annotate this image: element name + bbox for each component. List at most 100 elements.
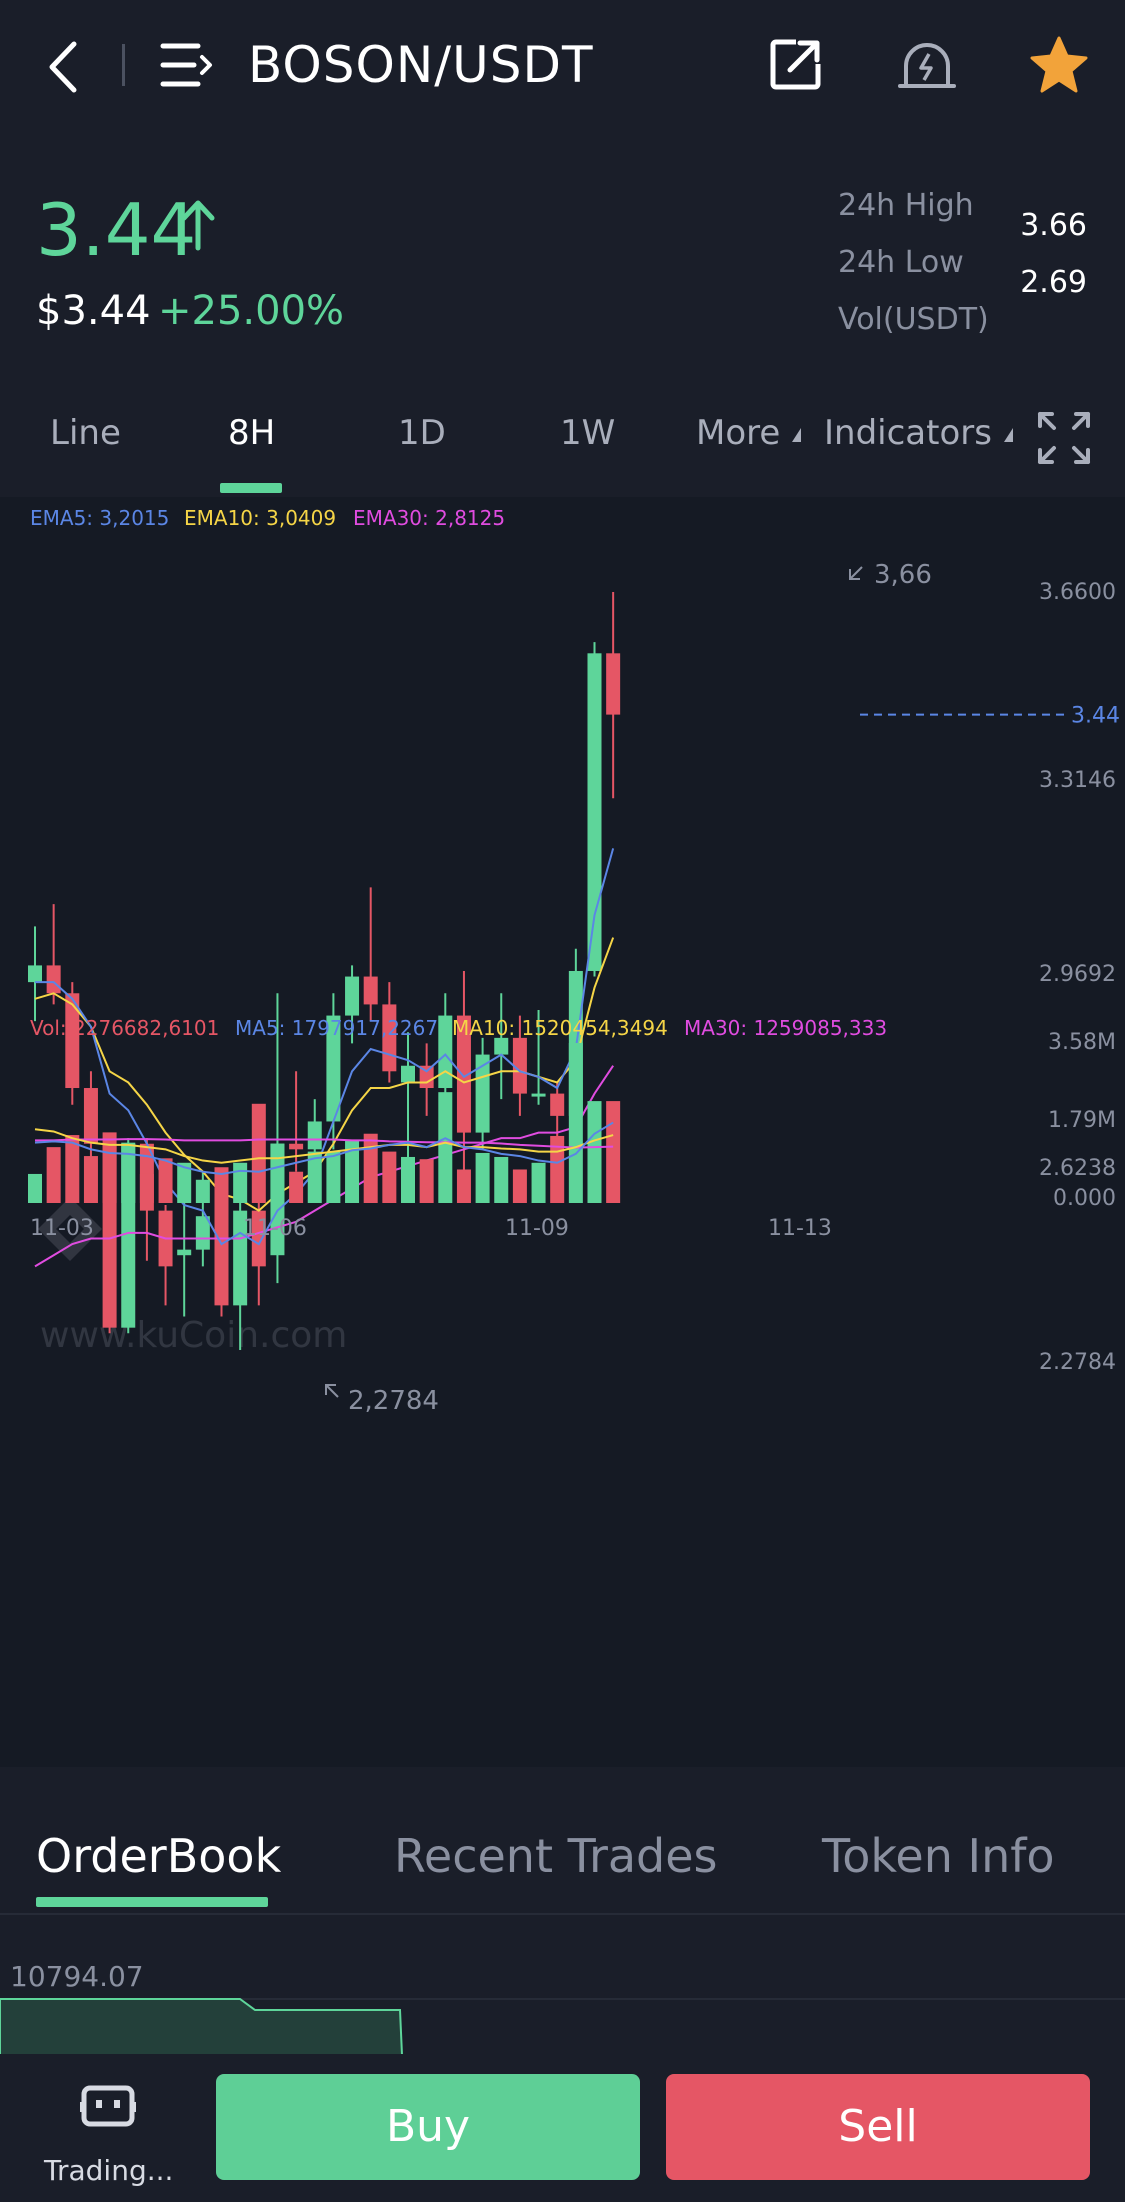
max-price-label: 3,66	[874, 560, 932, 590]
pair-title[interactable]: BOSON/USDT	[248, 36, 594, 94]
stat-24h-high-value: 3.66	[1020, 208, 1087, 243]
candle-down	[456, 1015, 471, 1133]
volume-bar	[139, 1173, 154, 1203]
ema30-legend: EMA30: 2,8125	[353, 506, 505, 530]
volume-ma-lines-group	[34, 1121, 614, 1175]
volume-bar	[177, 1162, 192, 1203]
min-price-label: 2,2784	[348, 1386, 439, 1416]
back-arrow-icon[interactable]	[40, 38, 90, 96]
volume-bars-group	[28, 1043, 621, 1203]
x-axis-label: 11-09	[505, 1216, 569, 1241]
tab-token-info[interactable]: Token Info	[822, 1829, 1055, 1883]
sell-button[interactable]: Sell	[666, 2074, 1090, 2180]
tab-indicators[interactable]: Indicators	[824, 413, 1013, 453]
tab-1w[interactable]: 1W	[560, 413, 616, 453]
stat-24h-low-label: 24h Low	[838, 245, 964, 280]
price-alert-icon[interactable]	[898, 38, 956, 94]
volume-bar	[419, 1159, 434, 1203]
tab-8h[interactable]: 8H	[228, 413, 276, 453]
x-axis-label: 11-13	[768, 1216, 832, 1241]
volume-bar	[214, 1167, 229, 1203]
candle-down	[214, 1193, 229, 1306]
price-axis-label: 2.9692	[1039, 962, 1116, 987]
candle-down	[606, 653, 621, 715]
footer-bar: Trading... Buy Sell	[0, 2054, 1125, 2202]
candlestick-chart[interactable]: www.kuCoin.com EMA5: 3,2015 EMA10: 3,040…	[0, 497, 1125, 1767]
kucoin-logo-icon	[38, 1197, 102, 1261]
ma30-vol-legend: MA30: 1259085,333	[684, 1016, 887, 1040]
tab-1d[interactable]: 1D	[398, 413, 446, 453]
candles-group	[28, 592, 621, 1350]
bottom-tabs: OrderBook Recent Trades Token Info	[0, 1795, 1125, 1915]
price-axis-label: 3.3146	[1039, 768, 1116, 793]
volume-bar	[102, 1132, 117, 1203]
ema10-legend: EMA10: 3,0409	[184, 506, 336, 530]
candle-up	[494, 1037, 509, 1055]
volume-bar	[195, 1179, 210, 1203]
watermark-text: www.kuCoin.com	[40, 1315, 347, 1356]
price-axis-label: 3.6600	[1039, 580, 1116, 605]
candle-up	[345, 976, 360, 1016]
trading-bot-label[interactable]: Trading...	[44, 2154, 174, 2187]
fullscreen-icon[interactable]	[1036, 410, 1092, 466]
volume-axis-label: 3.58M	[1048, 1030, 1116, 1055]
candle-up	[195, 1216, 210, 1250]
volume-bar	[65, 1135, 80, 1203]
tab-recent-trades[interactable]: Recent Trades	[394, 1829, 718, 1883]
volume-bar	[158, 1158, 173, 1203]
favorite-star-icon[interactable]	[1030, 36, 1088, 94]
tab-orderbook[interactable]: OrderBook	[36, 1829, 282, 1883]
candle-down	[289, 1143, 304, 1150]
candle-down	[251, 1210, 266, 1267]
dropdown-triangle-icon	[1003, 428, 1013, 442]
ma10-vol-legend: MA10: 1520454,3494	[452, 1016, 668, 1040]
tab-line[interactable]: Line	[50, 413, 121, 453]
volume-axis-label: 1.79M	[1048, 1108, 1116, 1133]
stat-24h-high-label: 24h High	[838, 188, 974, 223]
volume-bar	[587, 1101, 602, 1203]
candle-down	[363, 976, 378, 1005]
tab-more[interactable]: More	[696, 413, 802, 453]
x-axis-label: 11-03	[30, 1216, 94, 1241]
orderbook-depth-value: 10794.07	[10, 1960, 144, 1993]
volume-bar	[456, 1169, 471, 1203]
trading-bot-icon[interactable]	[80, 2082, 136, 2132]
dropdown-triangle-icon	[792, 428, 802, 442]
volume-bar	[606, 1101, 621, 1203]
candle-down	[512, 1037, 527, 1094]
menu-icon[interactable]	[160, 40, 214, 90]
candle-down	[382, 1004, 397, 1072]
volume-bar	[345, 1139, 360, 1203]
volume-bar	[512, 1169, 527, 1203]
volume-bar	[251, 1103, 266, 1203]
tab-more-label: More	[696, 413, 781, 453]
ema30-line	[34, 1065, 614, 1268]
ma10-vol-line	[34, 1128, 614, 1164]
price-change-percent: +25.00%	[158, 288, 345, 334]
buy-button[interactable]: Buy	[216, 2074, 640, 2180]
candle-down	[65, 993, 80, 1089]
volume-bar	[438, 1092, 453, 1203]
max-price-marker: 3,66	[849, 560, 932, 590]
header: BOSON/USDT	[0, 0, 1125, 135]
price-up-arrow-icon	[181, 200, 215, 251]
candle-up	[401, 1065, 415, 1083]
candle-down	[46, 965, 61, 994]
volume-bar	[233, 1162, 248, 1203]
volume-bar	[83, 1156, 98, 1203]
header-divider	[122, 44, 125, 86]
volume-bar	[568, 1043, 583, 1203]
active-bottom-tab-indicator	[36, 1897, 268, 1907]
share-icon[interactable]	[770, 38, 822, 90]
volume-bar	[550, 1135, 565, 1203]
candle-up	[587, 653, 602, 971]
ma5-vol-line	[34, 1121, 614, 1175]
candle-up	[326, 1015, 341, 1122]
volume-bar	[382, 1151, 397, 1203]
price-usd: $3.44	[36, 288, 151, 334]
ema5-legend: EMA5: 3,2015	[30, 506, 169, 530]
depth-area	[0, 1998, 404, 2055]
candle-down	[83, 1088, 98, 1144]
x-axis-label: 11-06	[243, 1216, 307, 1241]
volume-bar	[475, 1152, 490, 1203]
